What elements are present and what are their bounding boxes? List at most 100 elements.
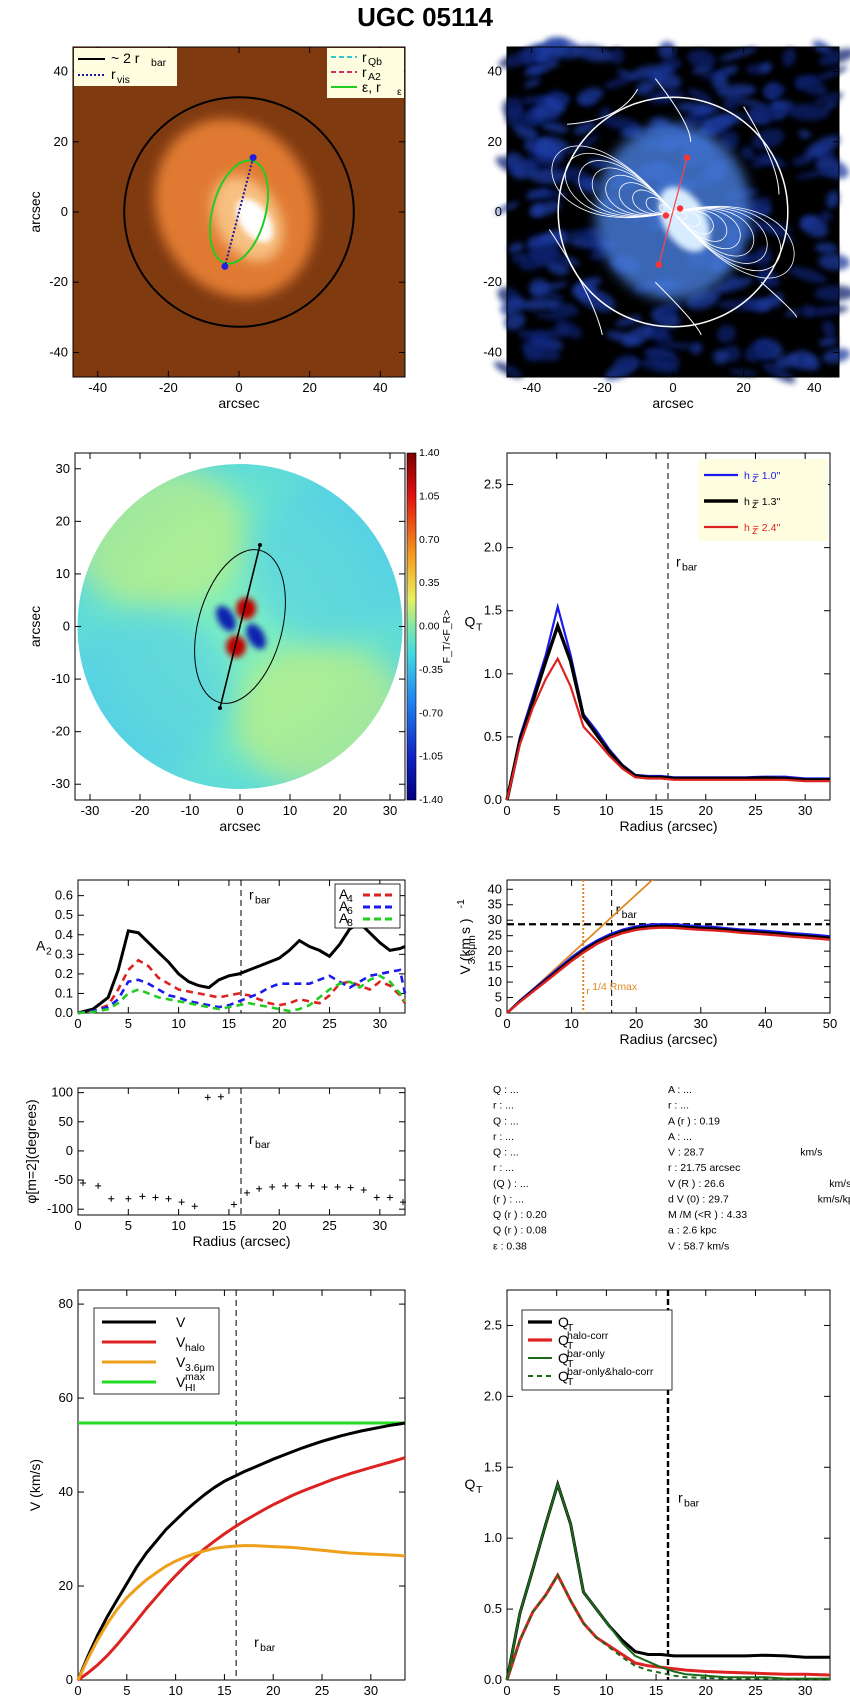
legend-label-sub: z (752, 499, 757, 511)
contour-line (605, 175, 674, 216)
noise-blob (745, 106, 789, 123)
butterfly-red (226, 635, 246, 658)
x-tick-label: 30 (373, 1218, 387, 1233)
series-line (77, 974, 407, 1015)
noise-blob (540, 121, 569, 133)
phase-point (334, 1184, 341, 1191)
legend-label-sup: bar-only (567, 1348, 606, 1360)
noise-blob (713, 349, 729, 365)
noise-blob (762, 84, 786, 97)
legend-label-sub: ε (397, 86, 402, 98)
noise-blob (530, 245, 563, 266)
noise-blob (534, 312, 568, 321)
y-tick-label: 30 (488, 912, 502, 927)
y-tick-label: 0.0 (484, 792, 502, 807)
series-line (506, 922, 831, 1014)
x-tick-label: 40 (373, 380, 387, 395)
noise-blob (822, 348, 850, 364)
x-tick-label: 10 (168, 1683, 182, 1698)
ellipse-fit (194, 549, 286, 704)
x-tick-label: 20 (333, 803, 347, 818)
parameter-left: Q : ... (493, 1147, 519, 1159)
parameter-left: r : ... (493, 1131, 514, 1143)
y-tick-label: 5 (495, 990, 502, 1005)
parameter-left: Q : ... (493, 1115, 519, 1127)
y-tick-label: 20 (54, 134, 68, 149)
noise-blob (788, 266, 827, 284)
parameter-right: V : 58.7 km/s (668, 1240, 729, 1252)
noise-blob (525, 230, 567, 250)
qb-point (662, 212, 670, 219)
x-tick-label: 5 (553, 1683, 560, 1698)
x-axis-label: Radius (arcsec) (619, 1031, 717, 1047)
phase-point (139, 1193, 146, 1200)
noise-blob (762, 362, 796, 384)
rbar-label-sub: bar (255, 1139, 271, 1151)
series-line (505, 656, 830, 801)
legend-label-sub: halo (185, 1342, 205, 1354)
parameter-right: r : 21.75 arcsec (668, 1162, 740, 1174)
y-tick-label: 0 (66, 1672, 73, 1687)
noise-blob (798, 130, 811, 139)
x-tick-label: 0 (503, 803, 510, 818)
phase-point (295, 1182, 302, 1189)
page-title: UGC 05114 (357, 2, 493, 32)
noise-blob (800, 215, 829, 238)
noise-blob (795, 168, 837, 179)
x-tick-label: -10 (181, 803, 200, 818)
noise-blob (737, 98, 772, 110)
x-tick-label: 0 (669, 380, 676, 395)
contour-line (672, 209, 728, 242)
contour-line (567, 88, 639, 125)
rbar-label: r (254, 1634, 259, 1650)
x-tick-label: 40 (758, 1016, 772, 1031)
legend-label: h = 1.3'' (744, 496, 780, 508)
legend-label-sub: T (567, 1376, 574, 1388)
y-axis-label: Q (465, 614, 476, 630)
y-tick-label: -50 (54, 1172, 73, 1187)
contour-line (632, 189, 674, 215)
butterfly-blue (246, 623, 266, 650)
x-tick-label: 10 (599, 803, 613, 818)
noise-blob (818, 253, 850, 271)
x-tick-label: 25 (748, 803, 762, 818)
rvis-end-point (221, 262, 229, 270)
y-tick-label: 80 (59, 1296, 73, 1311)
phase-point (204, 1094, 211, 1101)
noise-blob (500, 297, 525, 316)
noise-blob (536, 138, 551, 154)
x-tick-label: 0 (74, 1016, 81, 1031)
noise-blob (818, 48, 850, 66)
parameter-right: V : 28.7 (668, 1147, 704, 1159)
legend-label: V (176, 1374, 186, 1390)
series-line (506, 924, 831, 1014)
y-tick-label: 40 (488, 64, 502, 79)
phase-point (217, 1093, 224, 1100)
noise-blob (538, 189, 551, 197)
quadrant-cool (77, 610, 232, 773)
rbar-label-sub: bar (684, 1498, 700, 1510)
y-tick-label: 0.5 (484, 729, 502, 744)
y-tick-label: 20 (56, 513, 70, 528)
parameter-right: d V (0) : 29.7 (668, 1193, 729, 1205)
plot-frame (77, 1087, 406, 1216)
y-tick-label: 1.5 (484, 603, 502, 618)
noise-blob (609, 47, 624, 65)
x-tick-label: 20 (629, 1016, 643, 1031)
y-tick-label: -10 (51, 671, 70, 686)
noise-blob (755, 297, 772, 310)
qb-point (676, 205, 684, 212)
noise-blob (812, 40, 833, 55)
noise-blob (728, 368, 758, 377)
y-tick-label: -30 (51, 776, 70, 791)
x-axis-label: arcsec (218, 395, 259, 411)
noise-blob (822, 320, 836, 338)
colorbar-tick-label: 1.05 (419, 490, 440, 502)
quadrant-warm (231, 642, 403, 789)
noise-blob (508, 242, 525, 254)
noise-blob (701, 113, 745, 129)
series-line (506, 926, 831, 1014)
bar-end-point (218, 705, 222, 710)
bar-end-point (258, 543, 262, 548)
